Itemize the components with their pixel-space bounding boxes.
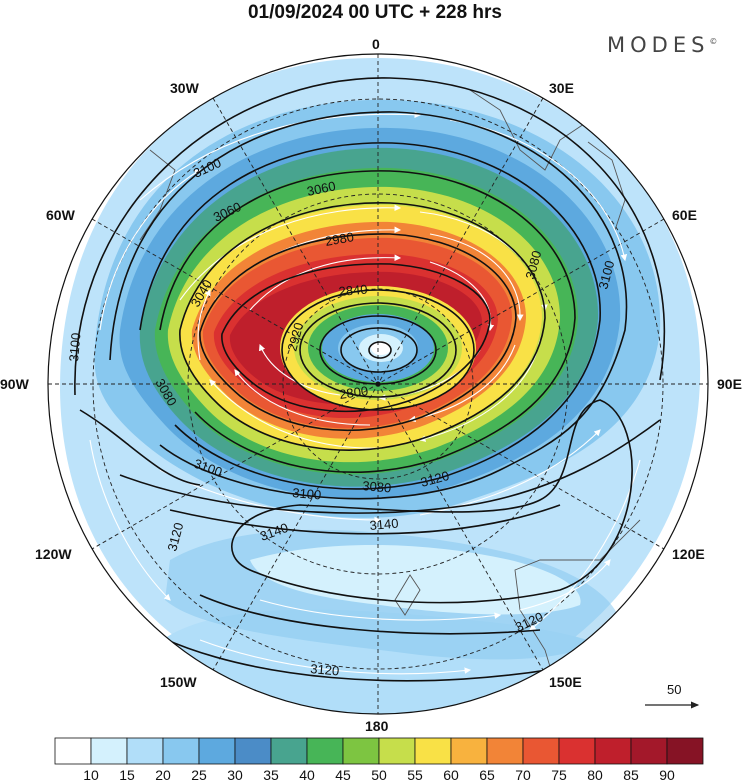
contour-label: 3120 — [419, 468, 451, 490]
colorbar: 10 15 20 25 30 35 40 45 50 55 60 65 70 75 80 85 90 — [54, 737, 704, 782]
contour-label: 3140 — [369, 516, 399, 533]
colorbar-tick-label: 85 — [623, 767, 639, 782]
colorbar-tick-label: 45 — [335, 767, 351, 782]
colorbar-tick-label: 60 — [443, 767, 459, 782]
colorbar-tick-label: 65 — [479, 767, 495, 782]
height-contours — [74, 77, 666, 682]
contour-label: 2980 — [324, 229, 355, 249]
contour-label: 3080 — [362, 478, 392, 495]
colorbar-tick-label: 80 — [587, 767, 603, 782]
brand-logo: MODES© — [607, 33, 718, 57]
contour-label: 3060 — [306, 178, 337, 199]
colorbar-swatch — [522, 737, 560, 765]
lon-label-90e: 90E — [717, 376, 742, 392]
colorbar-tick-label: 30 — [227, 767, 243, 782]
contour-label: 3120 — [310, 661, 340, 678]
colorbar-swatch — [234, 737, 272, 765]
lon-label-120e: 120E — [672, 546, 705, 562]
colorbar-swatch — [162, 737, 200, 765]
colorbar-swatch — [54, 737, 92, 765]
colorbar-swatch — [198, 737, 236, 765]
contour-label: 2840 — [338, 282, 368, 299]
chart-title: 01/09/2024 00 UTC + 228 hrs — [247, 2, 503, 23]
map-boundary — [47, 53, 709, 715]
colorbar-swatch — [378, 737, 416, 765]
colorbar-swatch — [414, 737, 452, 765]
lon-label-60e: 60E — [672, 207, 697, 223]
coastlines — [139, 89, 641, 701]
contour-label: 2800 — [338, 383, 369, 402]
pole-marker — [375, 381, 381, 387]
contour-label: 3080 — [522, 249, 544, 281]
colorbar-tick-label: 90 — [659, 767, 675, 782]
colorbar-swatch — [666, 737, 704, 765]
colorbar-swatch — [126, 737, 164, 765]
contour-label: 3100 — [292, 485, 322, 502]
lon-label-60w: 60W — [46, 207, 76, 223]
colorbar-tick-label: 25 — [191, 767, 207, 782]
colorbar-swatch — [450, 737, 488, 765]
colorbar-swatch — [270, 737, 308, 765]
colorbar-tick-label: 70 — [515, 767, 531, 782]
contour-label: 3100 — [66, 332, 83, 362]
contour-label: 3100 — [595, 259, 617, 291]
lon-label-150w: 150W — [160, 674, 197, 690]
colorbar-swatch — [486, 737, 524, 765]
lon-label-120w: 120W — [35, 546, 72, 562]
colorbar-swatch — [90, 737, 128, 765]
colorbar-tick-label: 40 — [299, 767, 315, 782]
lon-label-180: 180 — [365, 718, 389, 734]
reference-vector-label: 50 — [667, 682, 681, 697]
lon-label-30e: 30E — [549, 80, 574, 96]
colorbar-swatch — [630, 737, 668, 765]
longitude-labels: 0 30W 30E 60W 60E 90W 90E 120W 120E 150W… — [0, 36, 742, 734]
contour-label: 3120 — [164, 521, 186, 553]
colorbar-tick-label: 35 — [263, 767, 279, 782]
colorbar-swatch — [306, 737, 344, 765]
lon-label-30w: 30W — [170, 80, 200, 96]
colorbar-swatch — [594, 737, 632, 765]
lon-label-150e: 150E — [549, 674, 582, 690]
contour-label: 2920 — [284, 321, 306, 353]
colorbar-tick-label: 50 — [371, 767, 387, 782]
colorbar-tick-label: 75 — [551, 767, 567, 782]
colorbar-tick-label: 20 — [155, 767, 171, 782]
colorbar-tick-label: 10 — [83, 767, 99, 782]
colorbar-swatch — [558, 737, 596, 765]
lon-label-90w: 90W — [0, 376, 30, 392]
colorbar-swatch — [342, 737, 380, 765]
colorbar-tick-label: 15 — [119, 767, 135, 782]
colorbar-tick-label: 55 — [407, 767, 423, 782]
lon-label-0: 0 — [372, 36, 380, 52]
